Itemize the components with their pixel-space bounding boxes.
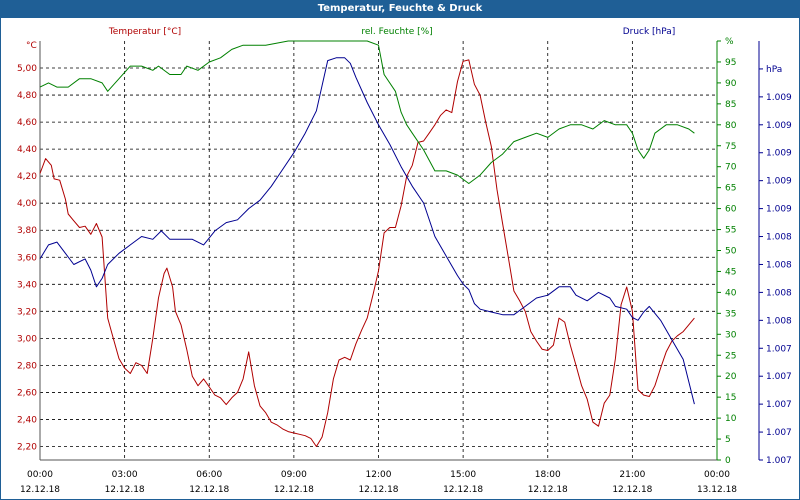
pressure-tick-label: 1.007: [766, 456, 792, 466]
temperature-tick-label: 3,20: [17, 307, 37, 317]
humidity-tick-label: 85: [725, 100, 736, 110]
x-tick-time-label: 06:00: [196, 470, 222, 480]
x-tick-date-label: 13.12.18: [697, 485, 737, 495]
temperature-tick-label: 4,80: [17, 91, 37, 101]
x-tick-date-label: 12.12.18: [20, 485, 60, 495]
humidity-axis-label: rel. Feuchte [%]: [361, 27, 432, 37]
humidity-tick-label: 60: [725, 205, 737, 215]
x-tick-date-label: 12.12.18: [189, 485, 229, 495]
pressure-tick-label: 1.007: [766, 400, 792, 410]
humidity-tick-label: 5: [725, 435, 731, 445]
x-tick-date-label: 12.12.18: [612, 485, 652, 495]
humidity-tick-label: 15: [725, 393, 736, 403]
humidity-tick-label: 10: [725, 414, 737, 424]
humidity-tick-label: 80: [725, 121, 737, 131]
x-tick-time-label: 15:00: [450, 470, 476, 480]
x-tick-time-label: 18:00: [535, 470, 561, 480]
tick-labels: 2,20 2,40 2,60 2,80 3,00 3,20 3,40 3,60 3,80 4,00…: [17, 37, 792, 495]
humidity-tick-label: 55: [725, 226, 736, 236]
humidity-series-line: [39, 40, 695, 184]
x-tick-time-label: 12:00: [366, 470, 392, 480]
x-tick-date-label: 12.12.18: [274, 485, 314, 495]
humidity-tick-label: 40: [725, 288, 737, 298]
humidity-tick-label: %: [725, 37, 734, 47]
temperature-tick-label: 4,40: [17, 145, 37, 155]
temperature-tick-label: 2,20: [17, 442, 37, 452]
temperature-tick-label: 3,60: [17, 253, 37, 263]
temperature-tick-label: 3,80: [17, 226, 37, 236]
pressure-tick-label: 1.007: [766, 372, 792, 382]
series-lines: [39, 40, 695, 447]
grid-lines: [40, 41, 717, 460]
pressure-tick-label: 1.009: [766, 93, 792, 103]
humidity-tick-label: 25: [725, 351, 736, 361]
x-tick-time-label: 00:00: [704, 470, 730, 480]
x-tick-date-label: 12.12.18: [443, 485, 483, 495]
x-tick-date-label: 12.12.18: [528, 485, 568, 495]
pressure-tick-label: 1.009: [766, 121, 792, 131]
temperature-tick-label: 4,60: [17, 118, 37, 128]
chart-title: Temperatur, Feuchte & Druck: [0, 0, 800, 18]
humidity-tick-label: 20: [725, 372, 737, 382]
humidity-tick-label: 35: [725, 309, 736, 319]
temperature-axis-label: Temperatur [°C]: [108, 27, 181, 37]
axes: [39, 40, 763, 461]
pressure-tick-label: 1.008: [766, 260, 792, 270]
x-tick-time-label: 03:00: [112, 470, 138, 480]
temperature-tick-label: 2,40: [17, 415, 37, 425]
x-tick-date-label: 12.12.18: [358, 485, 398, 495]
pressure-tick-label: 1.009: [766, 205, 792, 215]
temperature-tick-label: 2,60: [17, 388, 37, 398]
pressure-series-line: [39, 57, 695, 405]
pressure-tick-label: 1.008: [766, 233, 792, 243]
temperature-tick-label: 3,40: [17, 280, 37, 290]
pressure-axis-label: Druck [hPa]: [623, 27, 676, 37]
temperature-series-line: [39, 59, 695, 447]
humidity-tick-label: 70: [725, 163, 737, 173]
pressure-tick-label: 1.008: [766, 316, 792, 326]
humidity-tick-label: 75: [725, 142, 736, 152]
pressure-tick-label: 1.007: [766, 344, 792, 354]
pressure-tick-label: 1.007: [766, 428, 792, 438]
pressure-tick-label: 1.009: [766, 177, 792, 187]
x-tick-time-label: 00:00: [27, 470, 53, 480]
humidity-tick-label: 50: [725, 247, 737, 257]
pressure-tick-label: hPa: [766, 65, 782, 75]
temperature-unit-label: °C: [26, 41, 37, 51]
humidity-tick-label: 0: [725, 456, 731, 466]
humidity-tick-label: 30: [725, 330, 737, 340]
temperature-tick-label: 4,00: [17, 199, 37, 209]
temperature-tick-label: 4,20: [17, 172, 37, 182]
humidity-tick-label: 95: [725, 58, 736, 68]
pressure-tick-label: 1.009: [766, 149, 792, 159]
x-tick-time-label: 09:00: [281, 470, 307, 480]
humidity-tick-label: 90: [725, 79, 737, 89]
temperature-tick-label: 3,00: [17, 334, 37, 344]
humidity-tick-label: 45: [725, 267, 736, 277]
temperature-tick-label: 2,80: [17, 361, 37, 371]
x-tick-time-label: 21:00: [619, 470, 645, 480]
x-tick-date-label: 12.12.18: [105, 485, 145, 495]
humidity-tick-label: 65: [725, 184, 736, 194]
pressure-tick-label: 1.008: [766, 288, 792, 298]
temperature-tick-label: 5,00: [17, 64, 37, 74]
